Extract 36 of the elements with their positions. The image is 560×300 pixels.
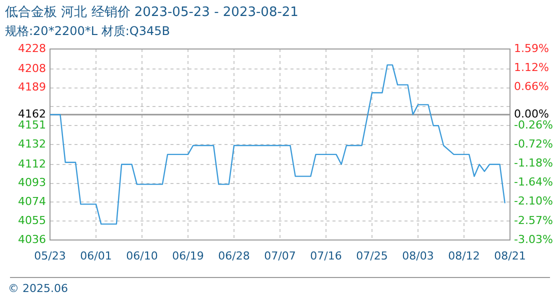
chart-title: 低合金板 河北 经销价 2023-05-23 - 2023-08-21 [5,5,298,20]
y2-tick-label: 1.12% [514,60,549,74]
x-tick-label: 07/25 [356,249,388,262]
y2-tick-label: -3.03% [514,232,553,246]
y2-tick-label: -2.10% [514,194,553,208]
y2-tick-label: -1.18% [514,156,553,170]
x-tick-label: 07/16 [310,249,342,262]
y-tick-label: 4093 [18,176,46,190]
y-tick-label: 4036 [18,232,46,246]
y-tick-label: 4132 [18,137,46,150]
y-tick-label: 4074 [18,195,46,208]
x-tick-label: 07/07 [264,249,296,262]
y2-tick-label: 0.66% [514,80,549,94]
chart-subtitle: 规格:20*2200*L 材质:Q345B [5,24,170,38]
y2-tick-label: -2.57% [514,214,553,227]
y2-tick-label: -1.64% [514,176,553,189]
y2-tick-label: -0.72% [514,137,553,150]
y-tick-label: 4151 [18,118,46,132]
y-tick-label: 4112 [18,157,46,170]
y2-tick-label: 0.00% [514,108,549,121]
x-tick-label: 06/19 [172,249,204,262]
x-tick-label: 06/10 [126,249,158,262]
y2-tick-label: 1.59% [514,42,549,55]
text: © 2025.06 [8,282,68,295]
y-tick-label: 4228 [18,42,46,55]
y-tick-label: 4208 [18,62,46,75]
x-tick-label: 06/01 [80,249,112,262]
x-tick-label: 08/21 [494,249,526,262]
y2-tick-label: -0.26% [514,118,553,132]
x-tick-label: 08/12 [448,249,480,262]
y-tick-label: 4189 [18,80,46,94]
y-tick-label: 4055 [18,214,46,227]
x-tick-label: 08/03 [402,249,434,262]
x-tick-label: 05/23 [34,249,66,262]
x-tick-label: 06/28 [218,249,250,262]
y-tick-label: 4162 [18,108,46,121]
